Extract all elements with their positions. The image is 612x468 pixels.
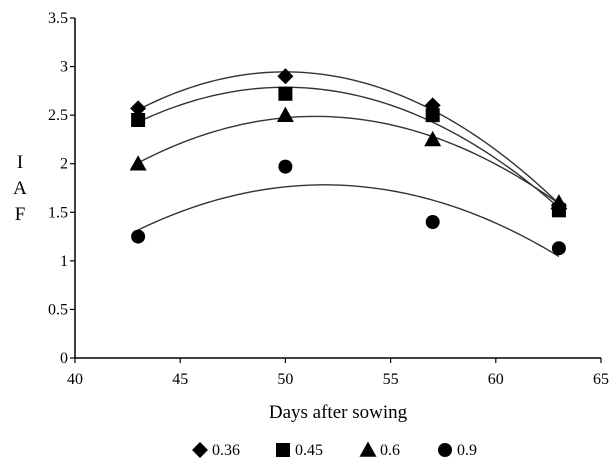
data-point-circle	[551, 241, 566, 256]
trend-line-0.6	[137, 115, 560, 205]
data-point-square	[425, 108, 440, 123]
y-axis-title: IAF	[13, 152, 27, 225]
legend-label: 0.6	[380, 442, 400, 459]
x-tick-label: 45	[172, 371, 188, 388]
x-tick-label: 55	[383, 371, 399, 388]
data-point-square	[131, 113, 146, 127]
legend-marker-square	[276, 443, 290, 457]
y-axis-title-letter: F	[15, 204, 26, 225]
trend-line-0.9	[137, 184, 560, 258]
x-tick-label: 50	[277, 371, 293, 388]
x-tick-label: 40	[67, 371, 83, 388]
axis-ticks: 0 0.5 1 1.5 2 2.5 3 3.5 40 45 50 55 60 65	[48, 10, 609, 388]
data-point-diamond	[277, 68, 294, 85]
trend-lines	[137, 71, 560, 258]
data-markers	[129, 68, 568, 256]
legend: 0.36 0.45 0.6 0.9	[192, 441, 477, 459]
data-point-triangle	[424, 130, 442, 147]
data-point-circle	[425, 215, 440, 229]
y-tick-label: 3	[60, 59, 68, 76]
y-tick-label: 3.5	[48, 10, 68, 27]
y-tick-label: 1.5	[48, 204, 68, 221]
legend-label: 0.9	[457, 442, 477, 459]
y-tick-label: 2	[60, 156, 68, 173]
y-tick-label: 1	[60, 253, 68, 270]
legend-label: 0.45	[295, 442, 323, 459]
legend-marker-triangle	[359, 441, 377, 457]
trend-line-0.45	[137, 86, 560, 209]
data-point-circle	[131, 229, 146, 244]
x-tick-label: 65	[593, 371, 609, 388]
data-point-square	[278, 86, 293, 101]
legend-label: 0.36	[212, 442, 240, 459]
legend-marker-circle	[438, 443, 452, 457]
y-tick-label: 2.5	[48, 107, 68, 124]
x-axis-title: Days after sowing	[269, 402, 408, 423]
y-axis-title-letter: A	[13, 178, 27, 199]
data-point-triangle	[276, 106, 294, 122]
data-point-triangle	[550, 194, 568, 210]
axes: 0 0.5 1 1.5 2 2.5 3 3.5 40 45 50 55 60 65	[48, 10, 609, 388]
data-point-triangle	[129, 155, 147, 171]
y-tick-label: 0.5	[48, 301, 68, 318]
legend-marker-diamond	[192, 442, 208, 458]
y-tick-label: 0	[60, 350, 68, 367]
x-tick-label: 60	[488, 371, 504, 388]
y-axis-title-letter: I	[17, 152, 23, 173]
data-point-circle	[278, 159, 293, 174]
trend-line-0.36	[137, 71, 560, 205]
data-point-diamond	[130, 100, 147, 117]
